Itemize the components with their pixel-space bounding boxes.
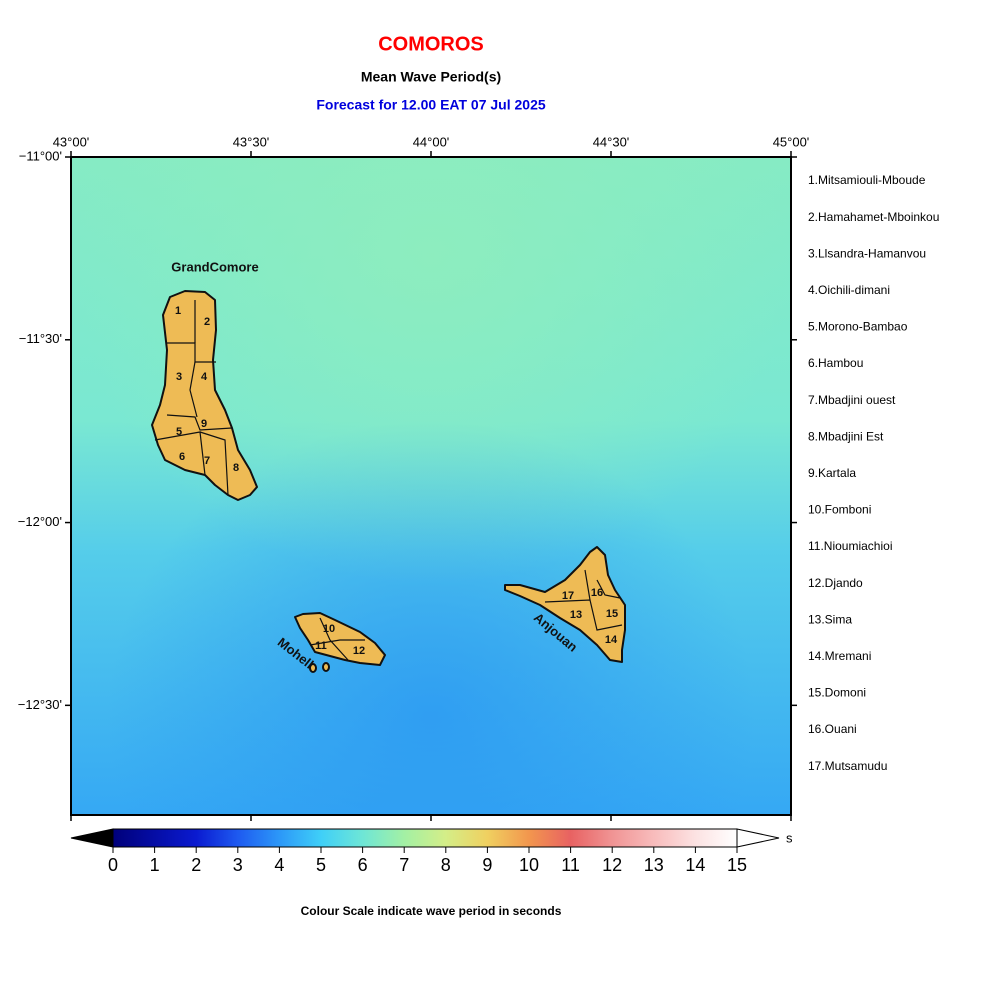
- region-borders: [154, 300, 623, 661]
- island-label: GrandComore: [171, 259, 258, 274]
- border: [309, 639, 365, 646]
- colorbar-tick-label: 6: [358, 855, 368, 875]
- region-legend-entry: 6.Hambou: [808, 356, 863, 370]
- colorbar-tick-label: 8: [441, 855, 451, 875]
- islet: [322, 662, 330, 672]
- colorbar-tick-label: 11: [561, 855, 580, 875]
- colorbar-tick-label: 3: [233, 855, 243, 875]
- region-number: 12: [353, 645, 365, 657]
- moheli: [294, 612, 386, 666]
- region-number: 1: [175, 305, 181, 317]
- title: COMOROS: [378, 33, 484, 55]
- region-number: 11: [315, 640, 327, 652]
- lon-tick-label: 43°30': [233, 134, 270, 149]
- region-legend-entry: 11.Nioumiachioi: [808, 539, 893, 553]
- colorbar-tick-label: 9: [482, 855, 492, 875]
- lat-tick-label: −11°30': [19, 331, 62, 346]
- lon-tick-label: 44°00': [413, 134, 450, 149]
- colorbar-tick-label: 4: [274, 855, 284, 875]
- forecast: Forecast for 12.00 EAT 07 Jul 2025: [316, 97, 546, 113]
- colorbar-low-arrow: [70, 828, 114, 848]
- region-number: 5: [176, 426, 182, 438]
- region-legend-entry: 12.Djando: [808, 576, 863, 590]
- border: [166, 414, 233, 431]
- region-number: 7: [204, 455, 210, 467]
- colorbar-tick-label: 5: [316, 855, 326, 875]
- colorbar-tick-label: 7: [399, 855, 409, 875]
- region-number: 16: [591, 587, 603, 599]
- region-number: 8: [233, 462, 239, 474]
- region-legend-entry: 1.Mitsamiouli-Mboude: [808, 173, 926, 187]
- colorbar-tick-label: 12: [602, 855, 622, 875]
- region-legend-entry: 16.Ouani: [808, 722, 857, 736]
- region-number: 13: [570, 609, 582, 621]
- region-legend-entry: 3.Llsandra-Hamanvou: [808, 246, 926, 260]
- colorbar-high-arrow: [736, 828, 780, 848]
- dynamic-layer: 43°00' 43°30' 44°00' 44°30' 45°00' −11°00' −11…: [18, 134, 940, 918]
- colorbar-tick-label: 14: [685, 855, 705, 875]
- subtitle: Mean Wave Period(s): [361, 69, 501, 85]
- border: [584, 569, 621, 601]
- region-legend-entry: 10.Fomboni: [808, 503, 871, 517]
- colorbar-tick-label: 13: [644, 855, 664, 875]
- colorbar-tick-label: 2: [191, 855, 201, 875]
- region-legend-entry: 9.Kartala: [808, 466, 856, 480]
- anjouan: [504, 546, 626, 663]
- map-area: [70, 156, 792, 816]
- border: [544, 599, 623, 631]
- colorbar: [112, 828, 738, 848]
- region-number: 6: [179, 451, 185, 463]
- region-number: 15: [606, 608, 618, 620]
- colorbar-tick-label: 15: [727, 855, 747, 875]
- sea-field: [71, 157, 791, 815]
- region-number: 17: [562, 590, 574, 602]
- lat-tick-label: −12°30': [18, 697, 62, 712]
- border: [199, 431, 229, 496]
- region-number: 9: [201, 418, 207, 430]
- region-number: 4: [201, 371, 208, 383]
- region-legend-entry: 17.Mutsamudu: [808, 759, 887, 773]
- region-number: 10: [323, 623, 335, 635]
- colorbar-tick-label: 0: [108, 855, 118, 875]
- lon-tick-label: 45°00': [773, 134, 810, 149]
- colorbar-caption: Colour Scale indicate wave period in sec…: [301, 904, 562, 918]
- region-number: 3: [176, 371, 182, 383]
- region-legend-entry: 13.Sima: [808, 612, 852, 626]
- region-number: 2: [204, 316, 210, 328]
- lat-tick-label: −11°00': [19, 148, 62, 163]
- colorbar-tick-label: 1: [150, 855, 160, 875]
- region-legend-entry: 8.Mbadjini Est: [808, 429, 884, 443]
- region-legend-entry: 15.Domoni: [808, 686, 866, 700]
- islet: [309, 663, 317, 673]
- region-legend-entry: 7.Mbadjini ouest: [808, 393, 896, 407]
- lon-tick-label: 44°30': [593, 134, 630, 149]
- region-legend-entry: 2.Hamahamet-Mboinkou: [808, 210, 939, 224]
- region-legend-entry: 4.Oichili-dimani: [808, 283, 890, 297]
- border: [319, 617, 349, 661]
- colorbar-tick-label: 10: [519, 855, 539, 875]
- region-legend-entry: 5.Morono-Bambao: [808, 320, 908, 334]
- region-number: 14: [605, 634, 618, 646]
- border: [189, 361, 198, 418]
- colorbar-unit: s: [786, 830, 793, 845]
- lon-tick-label: 43°00': [53, 134, 90, 149]
- lat-tick-label: −12°00': [18, 514, 62, 529]
- region-legend-entry: 14.Mremani: [808, 649, 871, 663]
- border: [167, 342, 216, 363]
